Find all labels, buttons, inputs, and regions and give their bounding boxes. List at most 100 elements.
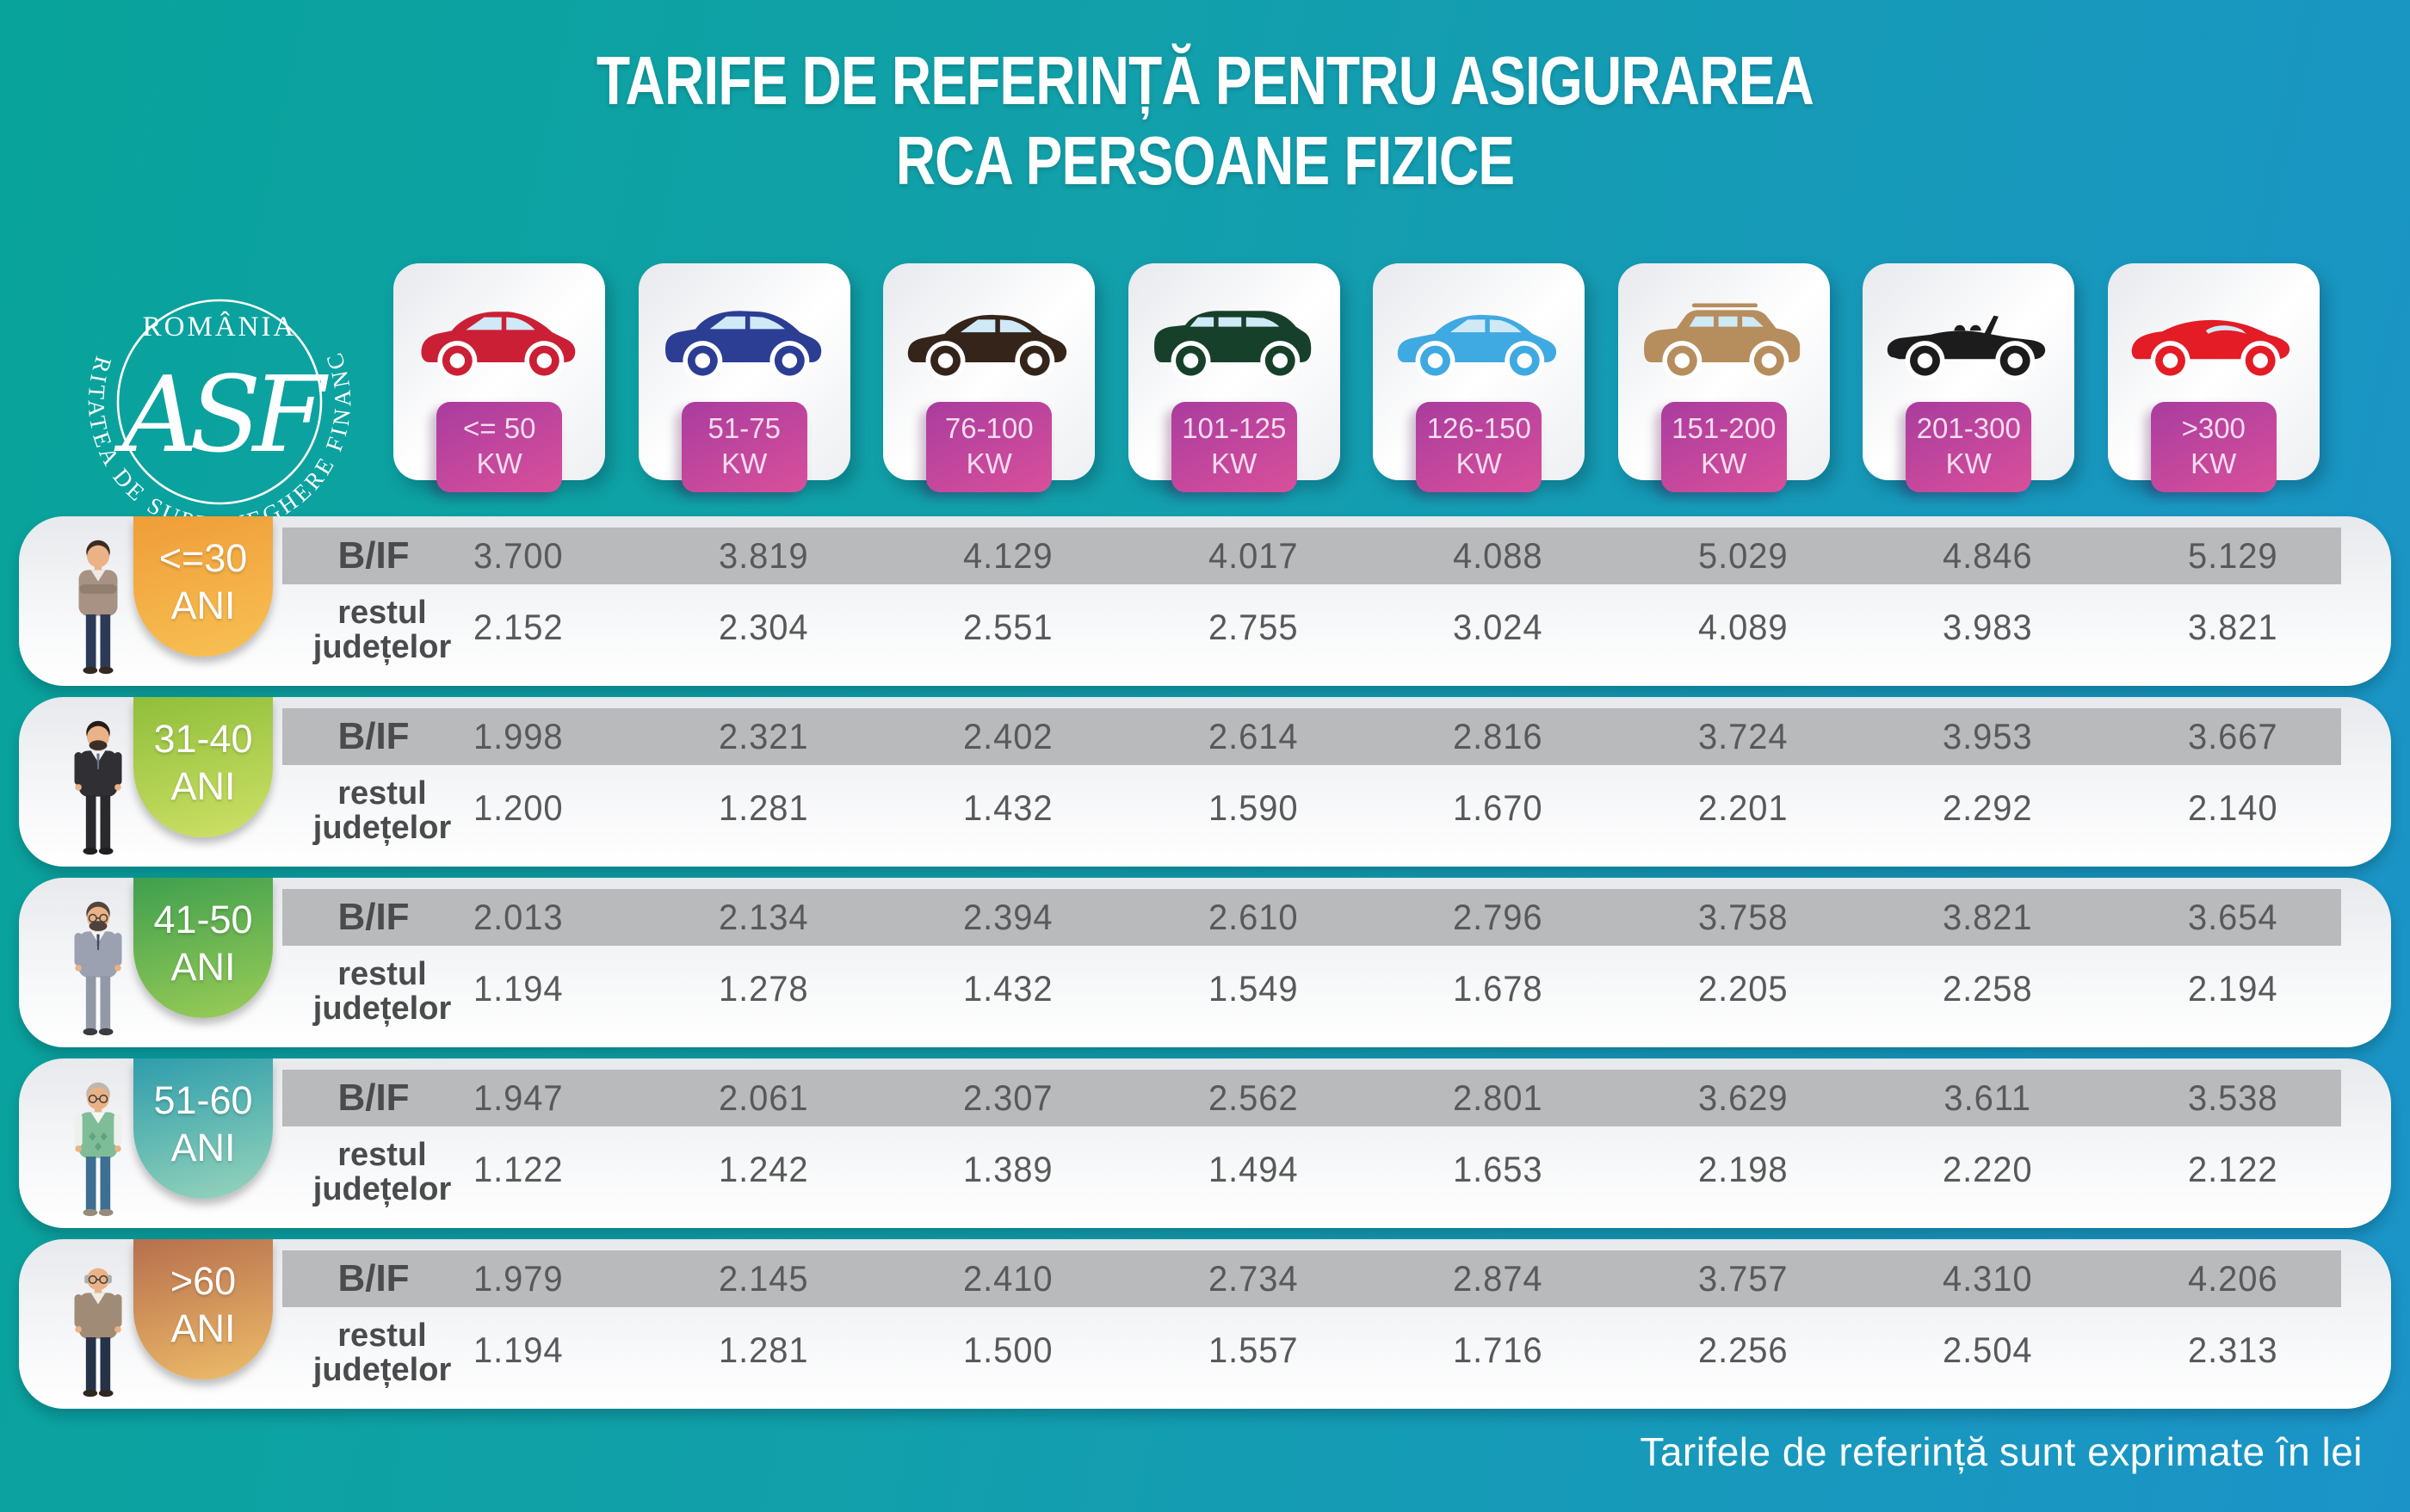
- tariff-value-bif: 3.667: [2187, 716, 2278, 756]
- kw-badge: <= 50 KW: [436, 401, 563, 492]
- age-range: 51-60: [153, 1078, 253, 1122]
- title-line-2: RCA PERSOANE FIZICE: [895, 121, 1515, 199]
- kw-badge: 101-125 KW: [1171, 401, 1297, 492]
- car-window: [1689, 316, 1714, 327]
- kw-range: 101-125: [1182, 411, 1287, 444]
- age-range: >60: [170, 1259, 237, 1303]
- bif-values: 1.947 2.061 2.307 2.562 2.801 3.629 3.611 3.538: [396, 1070, 2355, 1126]
- rest-label: restul județelor: [287, 1138, 477, 1207]
- rest-label: restul județelor: [287, 957, 477, 1027]
- wheel-hub: [536, 353, 553, 368]
- car-detail: [1970, 324, 1981, 331]
- tariff-value-bif: 2.614: [1208, 716, 1299, 756]
- tariff-value-bif: 4.310: [1942, 1258, 2033, 1299]
- tariff-value-bif: 4.206: [2187, 1258, 2278, 1299]
- logo-circle: [116, 299, 323, 505]
- car-window: [466, 317, 503, 330]
- tariff-value-rest: 2.256: [1697, 1330, 1789, 1370]
- tariff-value-bif: 2.061: [718, 1077, 809, 1118]
- wheel-hub: [938, 353, 954, 368]
- sports-car-icon: [2131, 319, 2290, 381]
- car-window: [1450, 319, 1486, 333]
- rest-values: 1.122 1.242 1.389 1.494 1.653 2.198 2.220 2.122: [396, 1141, 2355, 1198]
- tariff-value-bif: 1.947: [473, 1077, 564, 1118]
- kw-range: <= 50: [463, 411, 536, 444]
- kw-range: 76-100: [944, 411, 1034, 444]
- person-icon: [78, 540, 118, 675]
- wheel-hub: [782, 353, 797, 368]
- power-category-card: 201-300 KW: [1863, 263, 2075, 492]
- bif-label: B/IF: [337, 896, 410, 938]
- rest-label: restul județelor: [287, 1318, 477, 1388]
- wheel-hub: [1272, 353, 1288, 368]
- title-line-1: TARIFE DE REFERINȚĂ PENTRU ASIGURAREA: [596, 42, 1814, 119]
- tariff-value-bif: 2.307: [962, 1077, 1054, 1118]
- tariff-value-bif: 3.629: [1697, 1077, 1789, 1118]
- car-window: [1245, 317, 1280, 327]
- tariff-value-rest: 1.432: [962, 787, 1054, 828]
- kw-range: 201-300: [1916, 411, 2021, 444]
- kw-badge: 76-100 KW: [926, 401, 1053, 492]
- tariff-value-bif: 3.953: [1942, 716, 2033, 756]
- rest-values: 1.194 1.281 1.500 1.557 1.716 2.256 2.504 2.313: [396, 1322, 2355, 1379]
- car-window: [1218, 317, 1242, 327]
- car-window: [2205, 325, 2246, 334]
- footnote: Tarifele de referință sunt exprimate în …: [1640, 1429, 2363, 1474]
- tariff-value-rest: 1.278: [718, 968, 809, 1009]
- person-icon: [74, 1082, 122, 1217]
- age-range: 31-40: [153, 717, 253, 761]
- tariff-value-bif: 4.129: [962, 535, 1054, 576]
- car-window: [1741, 316, 1764, 327]
- rest-label-line2: județelor: [312, 991, 452, 1028]
- rest-label: restul județelor: [287, 776, 477, 846]
- age-badge: 41-50 ANI: [133, 878, 273, 1018]
- tariff-value-rest: 2.258: [1942, 968, 2033, 1009]
- kw-range: 151-200: [1672, 411, 1777, 444]
- age-unit: ANI: [170, 763, 236, 808]
- wheel-hub: [1674, 353, 1690, 368]
- kw-unit: KW: [476, 447, 522, 480]
- tariff-value-bif: 2.321: [718, 716, 809, 756]
- car-detail: [1954, 324, 1966, 331]
- tariff-value-bif: 3.611: [1943, 1077, 2032, 1118]
- tariff-value-bif: 2.734: [1208, 1258, 1299, 1299]
- tariff-value-rest: 2.198: [1697, 1149, 1789, 1189]
- tariff-value-rest: 1.670: [1452, 787, 1543, 828]
- tariff-value-rest: 1.590: [1208, 787, 1299, 828]
- tariff-value-rest: 1.500: [962, 1330, 1054, 1370]
- minivan-car-icon: [1153, 311, 1311, 381]
- rest-values: 1.200 1.281 1.432 1.590 1.670 2.201 2.292 2.140: [396, 780, 2355, 836]
- tariff-value-bif: 3.819: [718, 535, 809, 576]
- kw-badge: 201-300 KW: [1906, 401, 2032, 492]
- kw-unit: KW: [1211, 447, 1258, 480]
- tariff-value-rest: 1.194: [473, 1330, 564, 1370]
- tariff-value-bif: 2.410: [962, 1258, 1054, 1299]
- tariff-value-rest: 1.281: [718, 1330, 809, 1370]
- tariff-value-rest: 1.389: [962, 1149, 1054, 1189]
- age-group-row: 31-40 ANI B/IF restul județelor 1.998 2.3…: [19, 697, 2391, 867]
- rest-values: 1.194 1.278 1.432 1.549 1.678 2.205 2.258 2.194: [396, 960, 2355, 1017]
- bif-label: B/IF: [337, 1257, 410, 1299]
- kw-badge: 151-200 KW: [1660, 401, 1787, 492]
- kw-badge: >300 KW: [2150, 401, 2277, 492]
- page-title: TARIFE DE REFERINȚĂ PENTRU ASIGURAREA RC…: [0, 41, 2410, 201]
- bif-values: 3.700 3.819 4.129 4.017 4.088 5.029 4.846 5.129: [396, 528, 2355, 584]
- wheel-hub: [695, 353, 710, 368]
- tariff-value-bif: 2.134: [718, 897, 809, 937]
- tariff-value-rest: 2.152: [473, 607, 564, 647]
- bif-band: [282, 708, 2341, 765]
- tariff-value-bif: 1.979: [473, 1258, 564, 1299]
- kw-unit: KW: [2191, 447, 2237, 480]
- tariff-value-rest: 3.821: [2187, 607, 2278, 647]
- tariff-value-rest: 1.432: [962, 968, 1054, 1009]
- power-category-card: <= 50 KW: [393, 263, 606, 492]
- tariff-value-rest: 3.983: [1942, 607, 2033, 647]
- age-badge: <=30 ANI: [133, 516, 273, 657]
- logo-monogram-asf: ASF: [114, 354, 330, 476]
- car-window: [709, 316, 745, 330]
- kw-unit: KW: [1945, 447, 1992, 480]
- bif-values: 1.979 2.145 2.410 2.734 2.874 3.757 4.310 4.206: [396, 1250, 2355, 1307]
- bif-band: [282, 1250, 2341, 1307]
- car-window: [1718, 316, 1738, 327]
- tariff-value-rest: 1.122: [473, 1149, 564, 1189]
